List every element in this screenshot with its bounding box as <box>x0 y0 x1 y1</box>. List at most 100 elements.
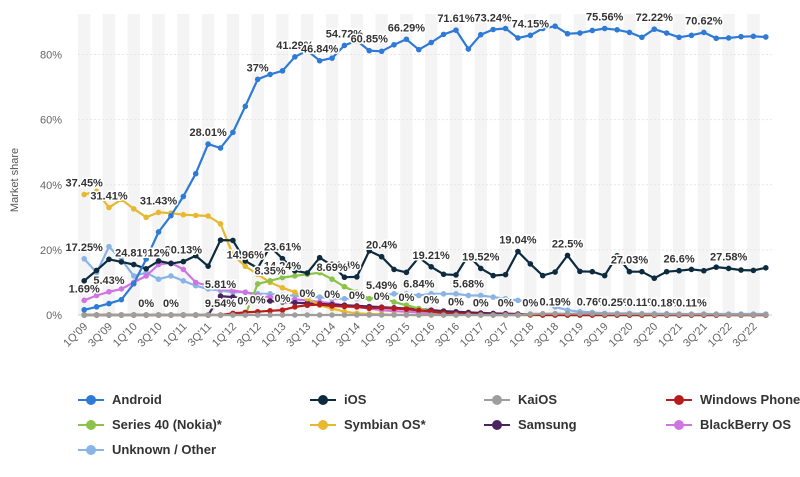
data-point <box>354 304 360 310</box>
data-label: 8.69% <box>316 262 347 274</box>
data-point <box>106 288 112 295</box>
data-label: 28.01% <box>189 127 227 139</box>
data-point <box>304 312 311 318</box>
data-point <box>81 312 87 318</box>
data-point <box>192 312 199 318</box>
legend-item[interactable]: BlackBerry OS <box>666 417 791 432</box>
grid-band <box>102 14 116 315</box>
data-point <box>515 248 521 255</box>
data-point <box>267 294 273 300</box>
data-point <box>676 267 682 274</box>
grid-band <box>672 14 686 315</box>
y-axis: 0% 20% 40% 60% 80% <box>40 50 62 322</box>
data-point <box>391 312 397 318</box>
data-point <box>614 311 620 317</box>
data-label: 22.5% <box>552 238 583 250</box>
x-tick-label: 3Q'18 <box>532 321 561 350</box>
legend-item[interactable]: Android <box>78 392 162 407</box>
data-point <box>205 141 211 147</box>
data-point <box>663 268 670 275</box>
x-tick-label: 1Q'18 <box>507 321 536 350</box>
data-point <box>118 196 125 203</box>
data-point <box>701 267 707 274</box>
data-point <box>378 305 385 311</box>
data-point <box>403 312 410 318</box>
data-point <box>515 35 521 41</box>
data-point <box>465 292 472 299</box>
data-point <box>130 312 137 318</box>
data-point <box>626 29 633 36</box>
data-label: 8.35% <box>254 265 285 277</box>
data-label: 0.76% <box>577 297 608 309</box>
data-point <box>205 282 211 289</box>
data-point <box>81 297 87 304</box>
data-point <box>230 237 236 244</box>
legend-item[interactable]: Samsung <box>484 417 577 432</box>
data-point <box>217 145 224 151</box>
data-point <box>106 204 112 211</box>
data-point <box>242 312 249 318</box>
grid-band <box>449 14 463 315</box>
grid-band <box>375 14 388 315</box>
data-point <box>341 274 348 281</box>
data-point <box>614 252 620 259</box>
data-point <box>279 285 286 291</box>
data-point <box>527 261 534 267</box>
data-label: 24.81% <box>115 248 153 260</box>
legend-label: iOS <box>344 392 367 407</box>
legend-item[interactable]: iOS <box>310 392 366 407</box>
data-point <box>304 302 311 309</box>
data-point <box>713 35 720 42</box>
grid-band <box>499 14 512 315</box>
data-label: 9.54% <box>205 298 236 310</box>
data-point <box>230 129 236 136</box>
data-point <box>93 292 100 299</box>
x-tick-label: 3Q'11 <box>186 321 214 349</box>
legend-item[interactable]: Windows Phone <box>666 392 800 407</box>
data-point <box>465 312 472 318</box>
legend-label: BlackBerry OS <box>700 417 792 432</box>
data-label: 19.04% <box>499 235 537 247</box>
x-tick-label: 3Q'12 <box>235 321 264 350</box>
grid-band <box>226 14 240 315</box>
data-point <box>341 42 348 49</box>
data-point <box>539 310 546 317</box>
data-point <box>205 263 211 269</box>
legend-swatch-dot <box>674 419 684 430</box>
legend-swatch <box>78 419 104 431</box>
data-point <box>118 286 125 292</box>
legend-swatch-dot <box>86 444 96 455</box>
legend-item[interactable]: Series 40 (Nokia)* <box>78 417 222 432</box>
y-axis-label: Market share <box>9 148 21 212</box>
data-point <box>155 258 162 264</box>
data-point <box>254 292 261 299</box>
data-point <box>763 264 769 271</box>
data-label: 0.11% <box>676 297 707 309</box>
data-point <box>354 295 360 302</box>
grid-band <box>251 14 264 315</box>
data-point <box>453 27 459 33</box>
grid-band <box>127 14 140 315</box>
legend-swatch-dot <box>86 394 96 405</box>
data-point <box>93 267 100 274</box>
data-point <box>663 30 670 36</box>
data-point <box>304 47 311 54</box>
data-point <box>750 267 757 274</box>
legend-swatch <box>484 394 510 406</box>
data-label: 19.21% <box>413 250 451 262</box>
data-point <box>539 300 546 307</box>
grid-band <box>524 14 537 315</box>
data-point <box>168 212 174 219</box>
data-label: 0% <box>473 297 489 309</box>
data-label: 0% <box>324 289 340 301</box>
legend-item[interactable]: Unknown / Other <box>78 442 216 457</box>
grid-band <box>623 14 636 315</box>
data-point <box>168 312 174 318</box>
legend-item[interactable]: Symbian OS* <box>310 417 426 432</box>
data-point <box>279 68 286 74</box>
data-point <box>428 312 434 318</box>
data-point <box>341 303 348 310</box>
data-label: 72.22% <box>636 12 674 24</box>
data-point <box>750 311 757 318</box>
legend-item[interactable]: KaiOS <box>484 392 557 407</box>
